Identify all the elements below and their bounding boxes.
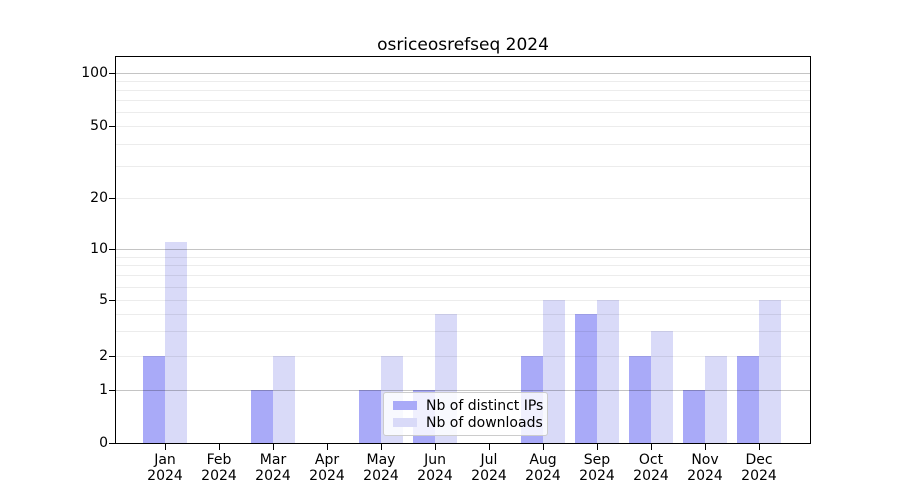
y-tick bbox=[109, 73, 116, 74]
x-tick bbox=[273, 444, 274, 450]
x-tick-label-feb: Feb 2024 bbox=[201, 452, 237, 484]
y-tick bbox=[109, 389, 116, 391]
bar-downloads-oct bbox=[651, 330, 673, 443]
x-tick-label-oct: Oct 2024 bbox=[633, 452, 669, 484]
bar-distinct_ips-sep bbox=[575, 313, 597, 443]
x-tick-label-sep: Sep 2024 bbox=[579, 452, 615, 484]
gridline-minor bbox=[116, 100, 810, 102]
bar-distinct_ips-oct bbox=[629, 355, 651, 443]
y-tick-label: 20 bbox=[90, 190, 108, 206]
chart-title: osriceosrefseq 2024 bbox=[377, 35, 549, 55]
y-tick-label: 1 bbox=[99, 381, 108, 398]
x-tick-label-dec: Dec 2024 bbox=[741, 452, 777, 484]
x-tick-label-aug: Aug 2024 bbox=[525, 452, 561, 484]
legend-label-distinct-ips: Nb of distinct IPs bbox=[426, 397, 544, 414]
gridline-minor bbox=[116, 166, 810, 168]
y-tick-label: 10 bbox=[90, 241, 108, 257]
gridline-minor bbox=[116, 300, 810, 301]
bar-distinct_ips-nov bbox=[683, 389, 705, 443]
x-tick-label-jul: Jul 2024 bbox=[471, 452, 507, 484]
legend: Nb of distinct IPs Nb of downloads bbox=[383, 392, 548, 436]
legend-item-downloads: Nb of downloads bbox=[393, 414, 547, 431]
y-tick-label: 100 bbox=[81, 65, 108, 81]
gridline-minor bbox=[116, 126, 810, 127]
gridline-minor bbox=[116, 198, 810, 199]
gridline-major bbox=[116, 389, 810, 391]
bar-distinct_ips-mar bbox=[251, 389, 273, 443]
y-tick bbox=[109, 198, 116, 199]
bar-downloads-aug bbox=[543, 300, 565, 443]
bar-downloads-nov bbox=[705, 355, 727, 443]
x-tick-label-nov: Nov 2024 bbox=[687, 452, 723, 484]
gridline-minor bbox=[116, 355, 810, 357]
bar-distinct_ips-dec bbox=[737, 355, 759, 443]
gridline-minor bbox=[116, 256, 810, 258]
gridline-minor bbox=[116, 265, 810, 267]
x-tick-label-apr: Apr 2024 bbox=[309, 452, 345, 484]
gridline-minor bbox=[116, 90, 810, 92]
y-tick-label: 50 bbox=[90, 118, 108, 134]
x-tick bbox=[435, 444, 436, 450]
x-tick bbox=[597, 444, 598, 450]
bar-downloads-mar bbox=[273, 355, 295, 443]
legend-item-distinct-ips: Nb of distinct IPs bbox=[393, 397, 547, 414]
bar-downloads-sep bbox=[597, 300, 619, 443]
gridline-minor bbox=[116, 286, 810, 288]
bar-downloads-jan bbox=[165, 241, 187, 443]
y-tick bbox=[109, 443, 116, 444]
x-tick-label-jan: Jan 2024 bbox=[147, 452, 183, 484]
x-tick bbox=[759, 444, 760, 450]
y-tick-label: 5 bbox=[99, 292, 108, 308]
x-tick bbox=[651, 444, 652, 450]
x-tick bbox=[543, 444, 544, 450]
gridline-minor bbox=[116, 81, 810, 83]
y-tick-label: 2 bbox=[99, 347, 108, 364]
gridline-minor bbox=[116, 143, 810, 145]
x-tick-label-jun: Jun 2024 bbox=[417, 452, 453, 484]
gridline-minor bbox=[116, 112, 810, 114]
bar-distinct_ips-jan bbox=[143, 355, 165, 443]
gridline-minor bbox=[116, 313, 810, 315]
legend-label-downloads: Nb of downloads bbox=[426, 414, 543, 431]
bar-distinct_ips-may bbox=[359, 389, 381, 443]
legend-swatch-downloads bbox=[393, 418, 417, 427]
legend-swatch-distinct-ips bbox=[393, 401, 417, 410]
x-tick bbox=[327, 444, 328, 450]
y-tick bbox=[109, 126, 116, 127]
gridline-major bbox=[116, 249, 810, 250]
y-tick bbox=[109, 249, 116, 250]
bar-downloads-dec bbox=[759, 300, 781, 443]
y-tick bbox=[109, 300, 116, 301]
gridline-minor bbox=[116, 330, 810, 332]
x-tick bbox=[489, 444, 490, 450]
gridline-minor bbox=[116, 275, 810, 277]
x-tick bbox=[219, 444, 220, 450]
y-tick bbox=[109, 355, 116, 357]
gridline-major bbox=[116, 73, 810, 74]
x-tick-label-may: May 2024 bbox=[363, 452, 399, 484]
x-tick bbox=[165, 444, 166, 450]
plot-area bbox=[116, 57, 810, 443]
x-tick-label-mar: Mar 2024 bbox=[255, 452, 291, 484]
y-tick-label: 0 bbox=[99, 435, 108, 451]
x-tick bbox=[381, 444, 382, 450]
x-tick bbox=[705, 444, 706, 450]
